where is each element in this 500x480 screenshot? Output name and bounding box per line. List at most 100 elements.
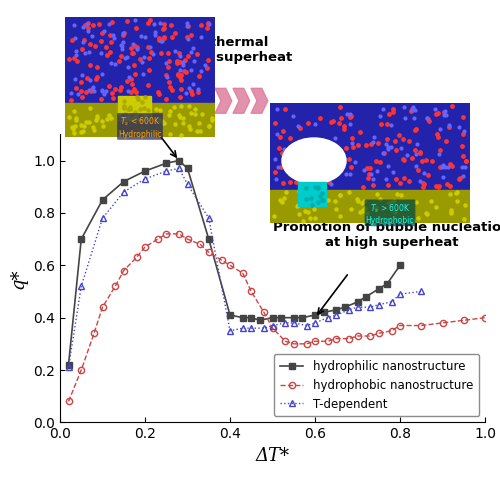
Point xyxy=(299,199,307,206)
Point xyxy=(96,37,104,45)
Point xyxy=(271,168,279,176)
Point xyxy=(80,127,88,135)
Point xyxy=(136,56,144,63)
Point xyxy=(354,197,362,205)
Point xyxy=(167,22,175,29)
Point xyxy=(70,54,78,62)
Point xyxy=(300,217,308,225)
Point xyxy=(184,35,192,42)
Point xyxy=(192,106,200,113)
Point xyxy=(324,168,332,176)
Point xyxy=(205,122,213,130)
Point xyxy=(98,70,106,78)
Point xyxy=(414,214,422,222)
Point xyxy=(166,84,173,91)
T-dependent xyxy=(121,189,127,195)
hydrophobic nanostructure xyxy=(312,338,318,344)
Point xyxy=(335,160,343,168)
Point xyxy=(369,181,377,189)
Point xyxy=(176,113,184,120)
Point xyxy=(129,49,137,57)
Point xyxy=(188,66,196,74)
Point xyxy=(276,196,284,204)
Point xyxy=(400,103,408,111)
Point xyxy=(78,45,86,53)
Point xyxy=(187,87,195,95)
Point xyxy=(122,110,130,118)
Point xyxy=(286,134,294,142)
hydrophilic nanostructure xyxy=(278,315,284,321)
Point xyxy=(310,214,318,221)
hydrophilic nanostructure xyxy=(363,294,369,300)
Point xyxy=(92,112,100,120)
Point xyxy=(407,108,415,115)
Point xyxy=(424,171,432,179)
Point xyxy=(183,33,191,41)
Point xyxy=(108,32,116,39)
Point xyxy=(366,170,374,178)
Point xyxy=(400,156,407,164)
Point xyxy=(454,123,462,131)
T-dependent xyxy=(184,181,190,187)
Point xyxy=(318,196,326,204)
Point xyxy=(458,130,466,138)
Point xyxy=(164,111,172,119)
Point xyxy=(438,173,446,181)
Point xyxy=(173,59,181,67)
T-dependent xyxy=(261,325,267,331)
Point xyxy=(90,126,98,134)
Point xyxy=(87,87,95,95)
Point xyxy=(459,152,467,160)
Point xyxy=(120,97,128,105)
Point xyxy=(189,81,197,88)
Point xyxy=(98,49,106,57)
T-dependent xyxy=(282,320,288,326)
Point xyxy=(410,146,418,154)
Point xyxy=(141,33,149,41)
Point xyxy=(296,187,304,195)
Point xyxy=(150,21,158,28)
Point xyxy=(127,75,135,83)
hydrophobic nanostructure xyxy=(440,320,446,326)
hydrophilic nanostructure xyxy=(66,362,71,368)
Point xyxy=(84,21,92,28)
Point xyxy=(175,111,183,119)
hydrophobic nanostructure xyxy=(346,336,352,341)
Point xyxy=(158,37,166,45)
Point xyxy=(425,117,433,125)
Point xyxy=(144,19,152,26)
Point xyxy=(350,158,358,166)
Point xyxy=(320,197,328,204)
Point xyxy=(306,146,314,154)
Point xyxy=(434,130,442,138)
Point xyxy=(193,128,201,135)
Point xyxy=(93,63,101,71)
Point xyxy=(332,205,340,213)
Point xyxy=(162,71,170,79)
Point xyxy=(420,168,428,176)
Point xyxy=(346,155,354,163)
Point xyxy=(328,170,336,178)
Point xyxy=(104,83,112,90)
Point xyxy=(72,51,80,59)
Point xyxy=(446,182,454,190)
Point xyxy=(108,114,116,121)
Point xyxy=(82,118,90,126)
T-dependent xyxy=(240,325,246,331)
hydrophobic nanostructure xyxy=(482,315,488,321)
Point xyxy=(148,48,156,56)
Point xyxy=(332,197,340,204)
Point xyxy=(85,86,93,94)
Point xyxy=(354,195,362,203)
Point xyxy=(312,183,320,191)
Bar xyxy=(65,103,215,137)
Point xyxy=(130,42,138,49)
Point xyxy=(308,153,316,161)
Point xyxy=(174,71,182,79)
Point xyxy=(126,96,134,103)
Point xyxy=(422,210,430,217)
Point xyxy=(388,121,396,129)
T-dependent xyxy=(291,320,297,326)
Point xyxy=(364,174,372,182)
Point xyxy=(326,179,334,186)
